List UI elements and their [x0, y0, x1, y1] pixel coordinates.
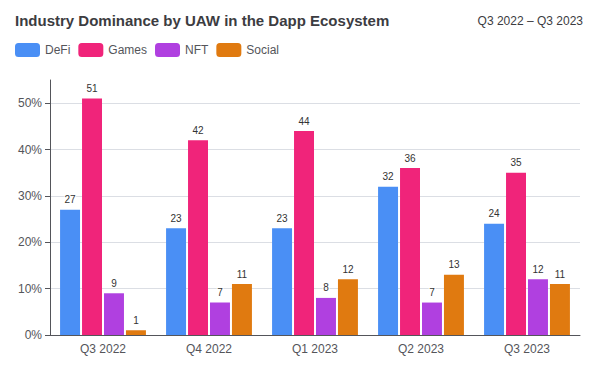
svg-text:Q3 2022 – Q3 2023: Q3 2022 – Q3 2023 — [478, 14, 584, 28]
svg-text:9: 9 — [111, 278, 117, 289]
svg-text:10%: 10% — [18, 282, 42, 296]
svg-text:23: 23 — [170, 213, 182, 224]
svg-text:DeFi: DeFi — [45, 43, 70, 57]
svg-text:50%: 50% — [18, 96, 42, 110]
svg-text:8: 8 — [323, 282, 329, 293]
svg-text:11: 11 — [555, 269, 566, 280]
svg-text:20%: 20% — [18, 235, 42, 249]
svg-text:NFT: NFT — [185, 43, 209, 57]
svg-text:35: 35 — [510, 157, 522, 168]
svg-text:40%: 40% — [18, 143, 42, 157]
svg-text:7: 7 — [217, 287, 223, 298]
svg-text:32: 32 — [382, 171, 394, 182]
svg-text:11: 11 — [237, 269, 248, 280]
svg-text:44: 44 — [298, 116, 310, 127]
svg-text:7: 7 — [429, 287, 435, 298]
svg-text:24: 24 — [488, 208, 500, 219]
svg-text:Q4 2022: Q4 2022 — [186, 342, 232, 356]
svg-text:Social: Social — [246, 43, 279, 57]
svg-text:36: 36 — [404, 153, 416, 164]
svg-text:Industry Dominance by UAW in t: Industry Dominance by UAW in the Dapp Ec… — [15, 12, 389, 29]
svg-text:12: 12 — [532, 264, 544, 275]
svg-text:30%: 30% — [18, 189, 42, 203]
svg-text:1: 1 — [133, 315, 139, 326]
svg-text:Q3 2023: Q3 2023 — [504, 342, 550, 356]
svg-text:23: 23 — [276, 213, 288, 224]
svg-text:Q2 2023: Q2 2023 — [398, 342, 444, 356]
svg-text:Games: Games — [108, 43, 147, 57]
svg-text:51: 51 — [86, 83, 98, 94]
svg-text:Q1 2023: Q1 2023 — [292, 342, 338, 356]
svg-text:0%: 0% — [25, 328, 43, 342]
svg-text:13: 13 — [448, 259, 460, 270]
svg-text:27: 27 — [64, 194, 76, 205]
svg-text:42: 42 — [192, 125, 204, 136]
svg-text:Q3 2022: Q3 2022 — [80, 342, 126, 356]
svg-text:12: 12 — [342, 264, 354, 275]
